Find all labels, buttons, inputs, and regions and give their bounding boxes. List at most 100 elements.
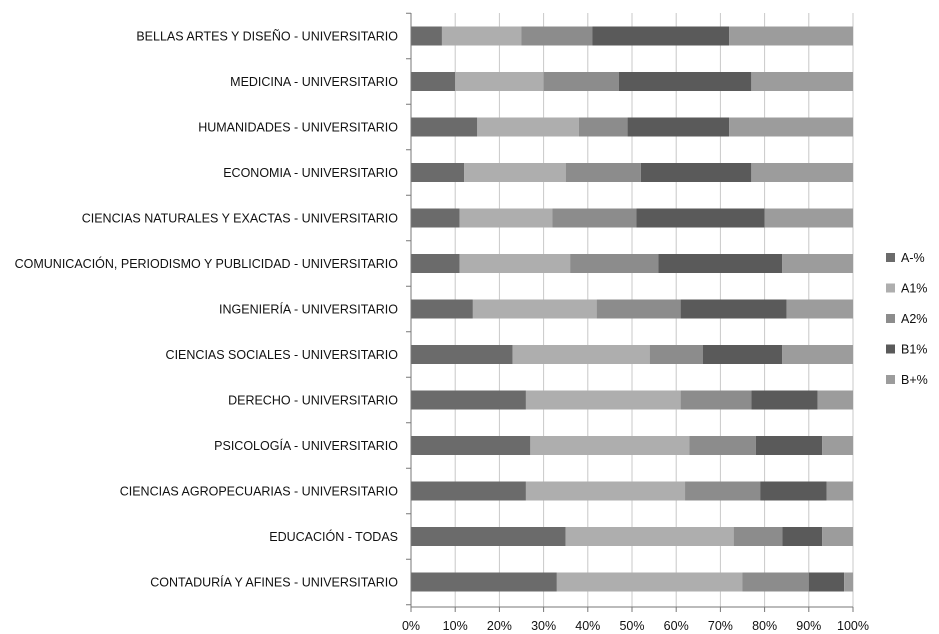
x-tick-label: 90% [796, 619, 821, 633]
bar-segment [751, 163, 853, 182]
bar-segment [512, 345, 650, 364]
category-label: CIENCIAS NATURALES Y EXACTAS - UNIVERSIT… [82, 212, 399, 226]
bar-segment [411, 572, 557, 592]
bar-segment [565, 163, 641, 182]
bar-segment [649, 345, 703, 364]
category-label: PSICOLOGÍA - UNIVERSITARIO [214, 438, 398, 453]
legend-swatch [886, 344, 895, 354]
bar-segment [742, 572, 809, 592]
bar-segment [636, 208, 765, 228]
legend-label: A1% [901, 282, 927, 296]
bar-segment [411, 208, 460, 228]
bars [411, 26, 853, 592]
bar-segment [844, 572, 853, 592]
bar-segment [680, 390, 752, 410]
category-label: DERECHO - UNIVERSITARIO [228, 394, 398, 408]
bar-segment [411, 72, 456, 91]
legend-label: A-% [901, 251, 925, 265]
x-tick-label: 50% [619, 619, 644, 633]
bar-segment [782, 527, 823, 546]
bar-segment [782, 345, 853, 364]
bar-segment [702, 345, 783, 364]
legend-label: B+% [901, 373, 928, 387]
bar-segment [530, 436, 690, 455]
bar-segment [640, 163, 752, 182]
category-label: ECONOMIA - UNIVERSITARIO [223, 166, 398, 180]
bar-segment [459, 208, 553, 228]
bar-segment [543, 72, 619, 91]
bar-segment [658, 254, 783, 273]
legend-swatch [886, 314, 895, 323]
bar-segment [817, 390, 853, 410]
bar-segment [411, 299, 473, 319]
bar-segment [411, 163, 465, 182]
bar-segment [570, 254, 659, 273]
category-label: COMUNICACIÓN, PERIODISMO Y PUBLICIDAD - … [15, 256, 399, 271]
bar-segment [755, 436, 823, 455]
legend-swatch [886, 375, 895, 384]
bar-segment [411, 26, 442, 46]
category-labels: BELLAS ARTES Y DISEÑO - UNIVERSITARIO MED… [15, 30, 399, 590]
bar-segment [729, 26, 853, 46]
axes [406, 12, 854, 612]
category-label: MEDICINA - UNIVERSITARIO [230, 75, 398, 89]
bar-segment [411, 117, 478, 137]
x-tick-label: 80% [752, 619, 777, 633]
bar-segment [521, 26, 593, 46]
bar-segment [464, 163, 566, 182]
bar-segment [733, 527, 783, 546]
x-tick-labels: 0% 10% 20% 30% 40% 50% 60% 70% 80% 90% 100% [402, 619, 869, 633]
bar-segment [782, 254, 853, 273]
category-label: BELLAS ARTES Y DISEÑO - UNIVERSITARIO [136, 30, 398, 44]
legend-label: B1% [901, 343, 927, 357]
x-tick-label: 60% [664, 619, 689, 633]
category-label: INGENIERÍA - UNIVERSITARIO [219, 302, 398, 317]
bar-segment [411, 436, 531, 455]
bar-segment [786, 299, 853, 319]
category-label: CIENCIAS SOCIALES - UNIVERSITARIO [166, 348, 399, 362]
bar-segment [411, 527, 566, 546]
bar-segment [627, 117, 730, 137]
bar-segment [751, 390, 818, 410]
bar-segment [525, 481, 686, 501]
x-tick-label: 70% [708, 619, 733, 633]
category-label: EDUCACIÓN - TODAS [269, 529, 398, 544]
x-tick-label: 30% [531, 619, 556, 633]
bar-segment [411, 390, 526, 410]
bar-segment [411, 254, 460, 273]
bar-segment [751, 72, 853, 91]
bar-segment [525, 390, 681, 410]
bar-segment [411, 481, 526, 501]
bar-segment [685, 481, 761, 501]
bar-segment [477, 117, 579, 137]
bar-segment [472, 299, 597, 319]
category-label: CIENCIAS AGROPECUARIAS - UNIVERSITARIO [120, 485, 399, 499]
bar-segment [689, 436, 756, 455]
bar-segment [411, 345, 513, 364]
legend-swatch [886, 283, 895, 293]
bar-segment [592, 26, 730, 46]
x-tick-label: 0% [402, 619, 420, 633]
category-label: CONTADURÍA Y AFINES - UNIVERSITARIO [150, 575, 398, 590]
legend-swatch [886, 253, 895, 262]
bar-segment [808, 572, 845, 592]
bar-segment [760, 481, 827, 501]
bar-segment [552, 208, 637, 228]
bar-segment [826, 481, 853, 501]
legend: A-% A1% A2% B1% B+% [886, 251, 928, 387]
x-tick-label: 10% [443, 619, 468, 633]
bar-segment [441, 26, 522, 46]
bar-segment [618, 72, 752, 91]
bar-segment [764, 208, 853, 228]
bar-segment [822, 527, 853, 546]
bar-segment [455, 72, 544, 91]
x-tick-label: 20% [487, 619, 512, 633]
bar-segment [578, 117, 628, 137]
bar-segment [596, 299, 681, 319]
bar-segment [680, 299, 787, 319]
bar-segment [729, 117, 853, 137]
bar-segment [565, 527, 734, 546]
bar-segment [459, 254, 571, 273]
x-tick-label: 100% [837, 619, 869, 633]
